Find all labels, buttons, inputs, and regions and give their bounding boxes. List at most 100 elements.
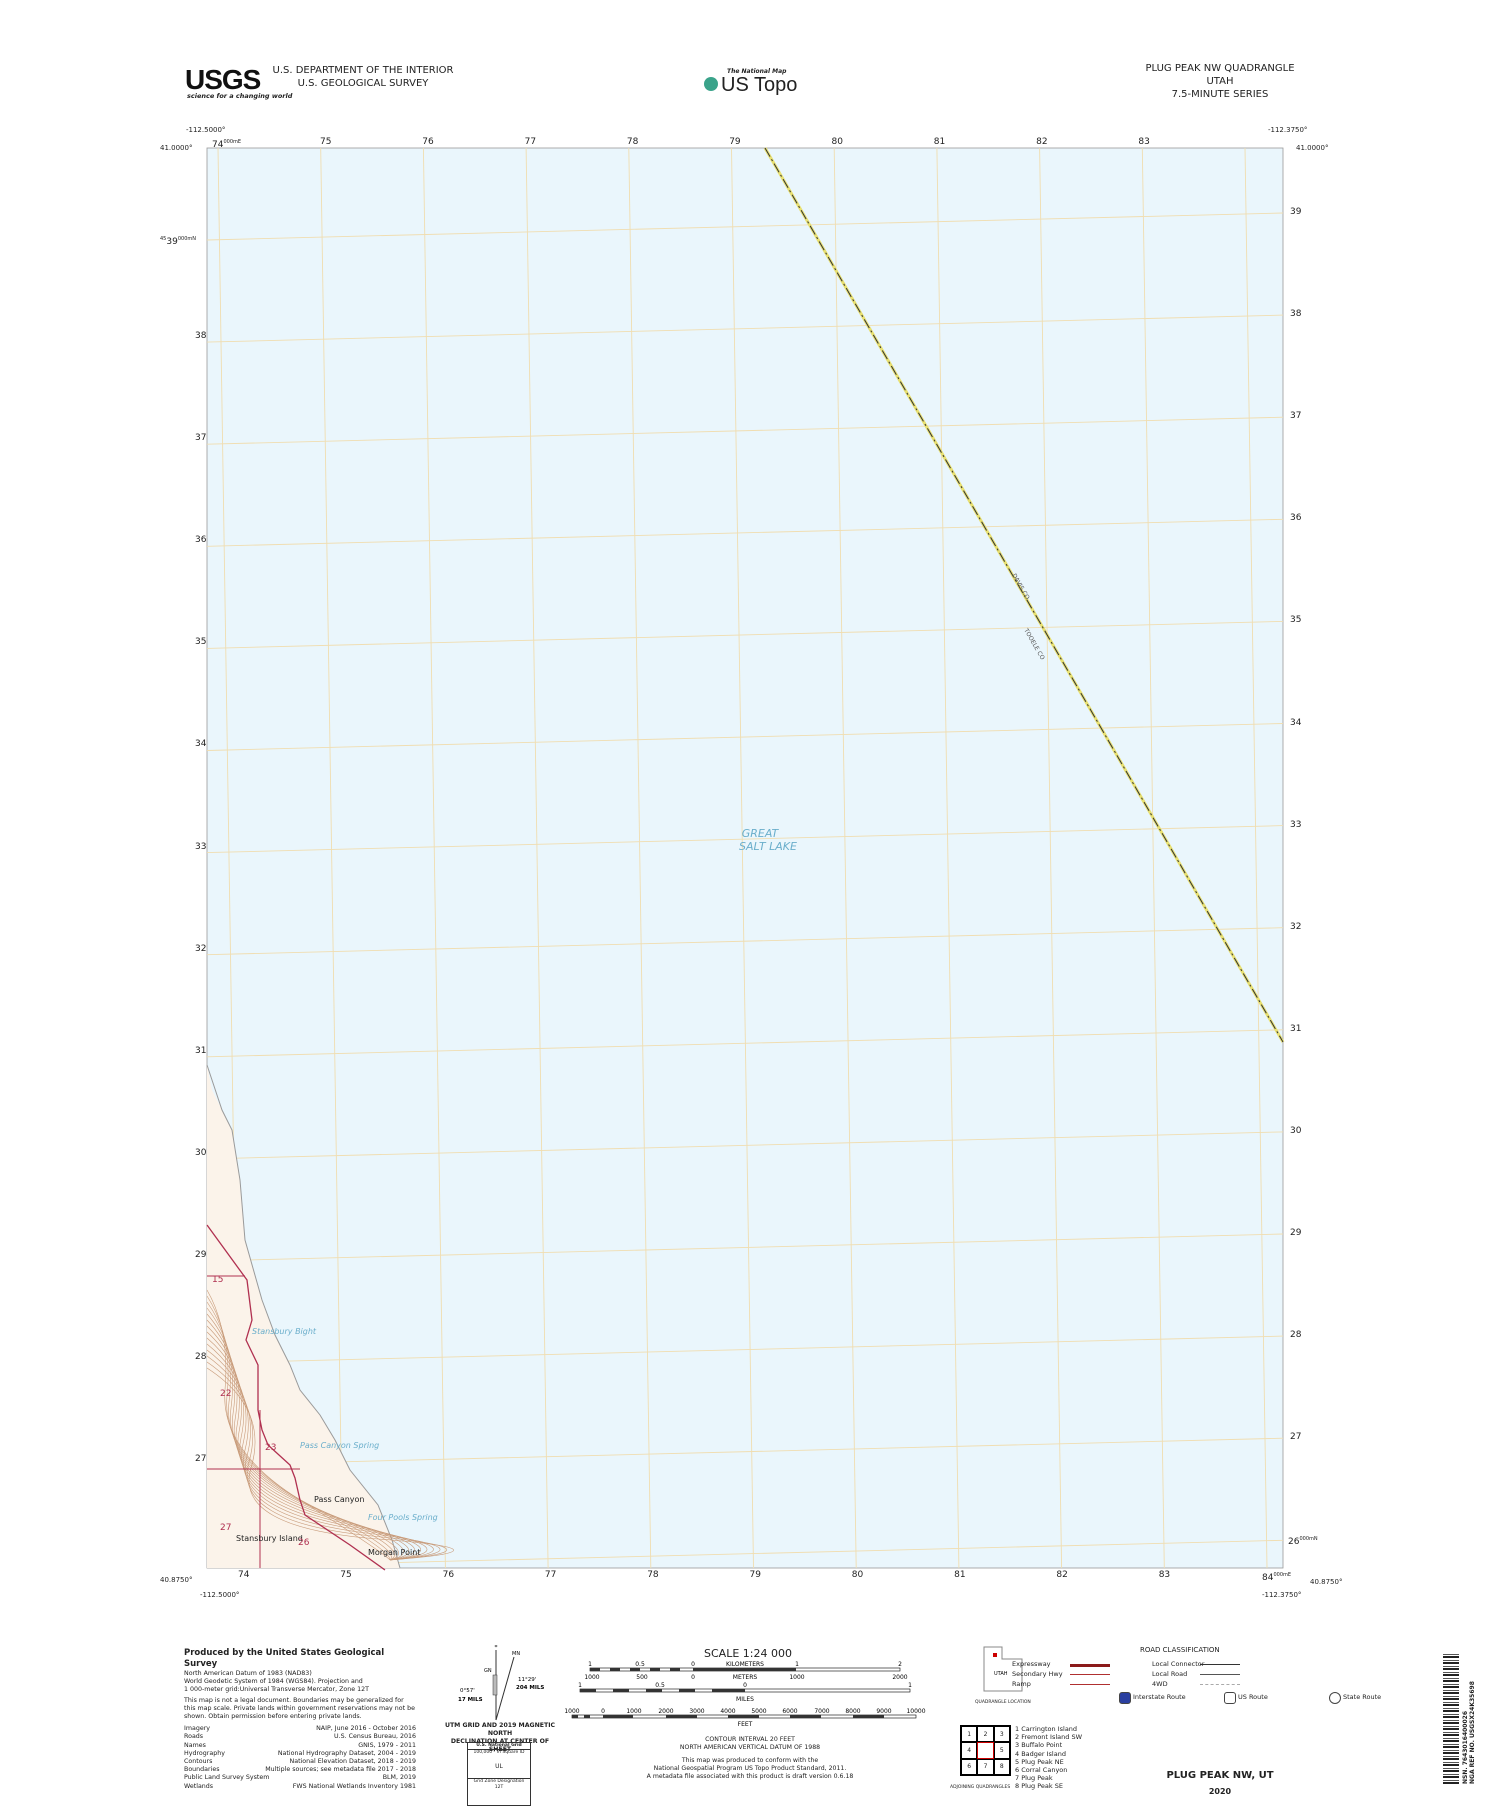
source-value: NAIP, June 2016 - October 2016 bbox=[316, 1725, 416, 1733]
scale-tick: 1000 bbox=[789, 1674, 804, 1681]
road-line-swatch bbox=[1070, 1674, 1110, 1675]
contours bbox=[206, 1289, 454, 1561]
adjoining-cell: 4 bbox=[961, 1742, 978, 1759]
mn-label: MN bbox=[512, 1651, 520, 1657]
road-legend-item: Ramp bbox=[1012, 1680, 1031, 1688]
scale-unit: MILES bbox=[736, 1696, 754, 1703]
conform-line: A metadata file associated with this pro… bbox=[646, 1773, 854, 1780]
grid-id: UL bbox=[495, 1763, 503, 1770]
easting-tick-top: 78 bbox=[626, 137, 639, 147]
se-lon: -112.3750° bbox=[1262, 1591, 1302, 1599]
easting-tick-bottom: 78 bbox=[647, 1570, 659, 1580]
easting-tick-top: 81 bbox=[933, 137, 946, 147]
grid-line-northing bbox=[206, 620, 1284, 649]
road-line-swatch bbox=[1070, 1664, 1110, 1667]
northing-tick-right: 32 bbox=[1290, 921, 1302, 932]
adjoining-name: 6 Corral Canyon bbox=[1015, 1766, 1068, 1775]
scale-bar-segment bbox=[584, 1715, 590, 1718]
conform-line: National Geospatial Program US Topo Prod… bbox=[653, 1765, 847, 1772]
adjoining-cell: 3 bbox=[993, 1726, 1010, 1743]
declination-diagram: * MN GN 0°57' 17 MILS 11°29' 204 MILS bbox=[458, 1645, 544, 1721]
gn-mils: 17 MILS bbox=[458, 1697, 483, 1703]
scale-unit: METERS bbox=[733, 1674, 758, 1681]
grid-line-easting bbox=[936, 147, 960, 1569]
contour-interval: CONTOUR INTERVAL 20 FEET bbox=[705, 1736, 795, 1743]
northing-tick-left: 31 bbox=[195, 1045, 207, 1056]
source-value: BLM, 2019 bbox=[382, 1774, 416, 1782]
grid-line-northing bbox=[206, 723, 1284, 751]
source-value: National Elevation Dataset, 2018 - 2019 bbox=[289, 1758, 416, 1766]
scale-tick: 500 bbox=[636, 1674, 648, 1681]
grid-line-easting bbox=[731, 147, 754, 1569]
road-legend-title: ROAD CLASSIFICATION bbox=[1140, 1646, 1220, 1654]
scale-tick: 4000 bbox=[720, 1708, 735, 1715]
adjoining-list: 1 Carrington Island 2 Fremont Island SW 3 … bbox=[1015, 1725, 1082, 1791]
route-legend-label: US Route bbox=[1238, 1693, 1268, 1701]
source-key: Imagery bbox=[184, 1725, 211, 1733]
road-line-swatch bbox=[1200, 1674, 1240, 1675]
lake-water bbox=[206, 147, 1284, 1569]
mn-mils: 204 MILS bbox=[516, 1685, 544, 1691]
island-boundary bbox=[206, 1224, 386, 1571]
grid-line-northing bbox=[206, 927, 1284, 956]
feature-four-pools-spring: Four Pools Spring bbox=[368, 1513, 438, 1522]
adjoining-name: 1 Carrington Island bbox=[1015, 1725, 1078, 1733]
us-route-shield-icon bbox=[1224, 1692, 1236, 1704]
department-block: U.S. DEPARTMENT OF THE INTERIOR U.S. GEO… bbox=[258, 64, 468, 90]
scale-tick: 1 bbox=[578, 1682, 582, 1689]
adjoining-caption: ADJOINING QUADRANGLES bbox=[950, 1785, 1011, 1790]
caption-line: UTM GRID AND 2019 MAGNETIC NORTH bbox=[444, 1722, 556, 1737]
scale-bar-segment bbox=[650, 1668, 660, 1671]
scale-tick: 6000 bbox=[782, 1708, 797, 1715]
adjoining-name: 8 Plug Peak SE bbox=[1015, 1782, 1063, 1791]
northing-tick-right: 36 bbox=[1290, 513, 1302, 524]
grid-line-northing bbox=[206, 1029, 1284, 1058]
road-line-swatch bbox=[1200, 1664, 1240, 1665]
scale-tick: 2 bbox=[898, 1661, 902, 1668]
source-value: National Hydrography Dataset, 2004 - 201… bbox=[277, 1749, 416, 1757]
scale-bar-segment bbox=[666, 1715, 697, 1718]
route-legend-label: State Route bbox=[1343, 1693, 1382, 1701]
northing-tick-right: 29 bbox=[1290, 1228, 1302, 1238]
county-line-highlight bbox=[763, 147, 1285, 1043]
scale-bar-segment bbox=[590, 1668, 600, 1671]
northing-tick-left: 33 bbox=[195, 841, 207, 852]
grid-title: U.S. National Grid bbox=[468, 1743, 530, 1750]
easting-tick-bottom: 81 bbox=[954, 1570, 966, 1580]
source-key: Names bbox=[184, 1741, 206, 1749]
nsn: NSN. 7643016400026 bbox=[1462, 1710, 1469, 1784]
scale-title: SCALE 1:24 000 bbox=[704, 1647, 792, 1660]
road-legend-item: Local Connector bbox=[1152, 1660, 1205, 1668]
northing-tick-left: 34 bbox=[195, 739, 207, 750]
scale-bar-segment bbox=[728, 1715, 759, 1718]
northing-tick-right: 27 bbox=[1290, 1432, 1302, 1443]
grid-line-easting bbox=[1039, 147, 1063, 1569]
easting-first: 74000mE bbox=[212, 139, 242, 150]
grid-line-easting bbox=[422, 147, 446, 1569]
easting-tick-bottom: 83 bbox=[1158, 1570, 1171, 1580]
source-row: Hydrography National Hydrography Dataset,… bbox=[184, 1750, 416, 1758]
source-row: Names GNIS, 1979 - 2011 bbox=[184, 1742, 416, 1750]
department: U.S. DEPARTMENT OF THE INTERIOR bbox=[272, 65, 454, 76]
source-key: Wetlands bbox=[184, 1782, 214, 1790]
quadrangle-name: PLUG PEAK NW QUADRANGLE bbox=[1145, 63, 1295, 74]
scale-unit: KILOMETERS bbox=[726, 1661, 764, 1668]
easting-tick-top: 79 bbox=[729, 137, 741, 147]
northing-tick-right: 30 bbox=[1290, 1125, 1302, 1136]
grid-line-northing bbox=[206, 1131, 1284, 1160]
disclaimer: This map is not a legal document. Bounda… bbox=[184, 1696, 415, 1721]
grid-line-northing bbox=[206, 518, 1284, 547]
grid-sub: 100,000 - m Square ID bbox=[473, 1750, 525, 1755]
scale-bar-segment bbox=[610, 1668, 620, 1671]
source-key: Hydrography bbox=[184, 1749, 225, 1757]
scale-tick: 0 bbox=[691, 1674, 695, 1681]
scale-bar-segment bbox=[613, 1689, 629, 1692]
footer-year: 2020 bbox=[1208, 1787, 1232, 1796]
series-name: 7.5-MINUTE SERIES bbox=[1171, 89, 1269, 100]
northing-tick-left: 27 bbox=[195, 1454, 207, 1465]
scale-tick: 5000 bbox=[751, 1708, 766, 1715]
ne-lon: -112.3750° bbox=[1268, 126, 1308, 134]
adjoining-cell: 5 bbox=[993, 1742, 1010, 1759]
